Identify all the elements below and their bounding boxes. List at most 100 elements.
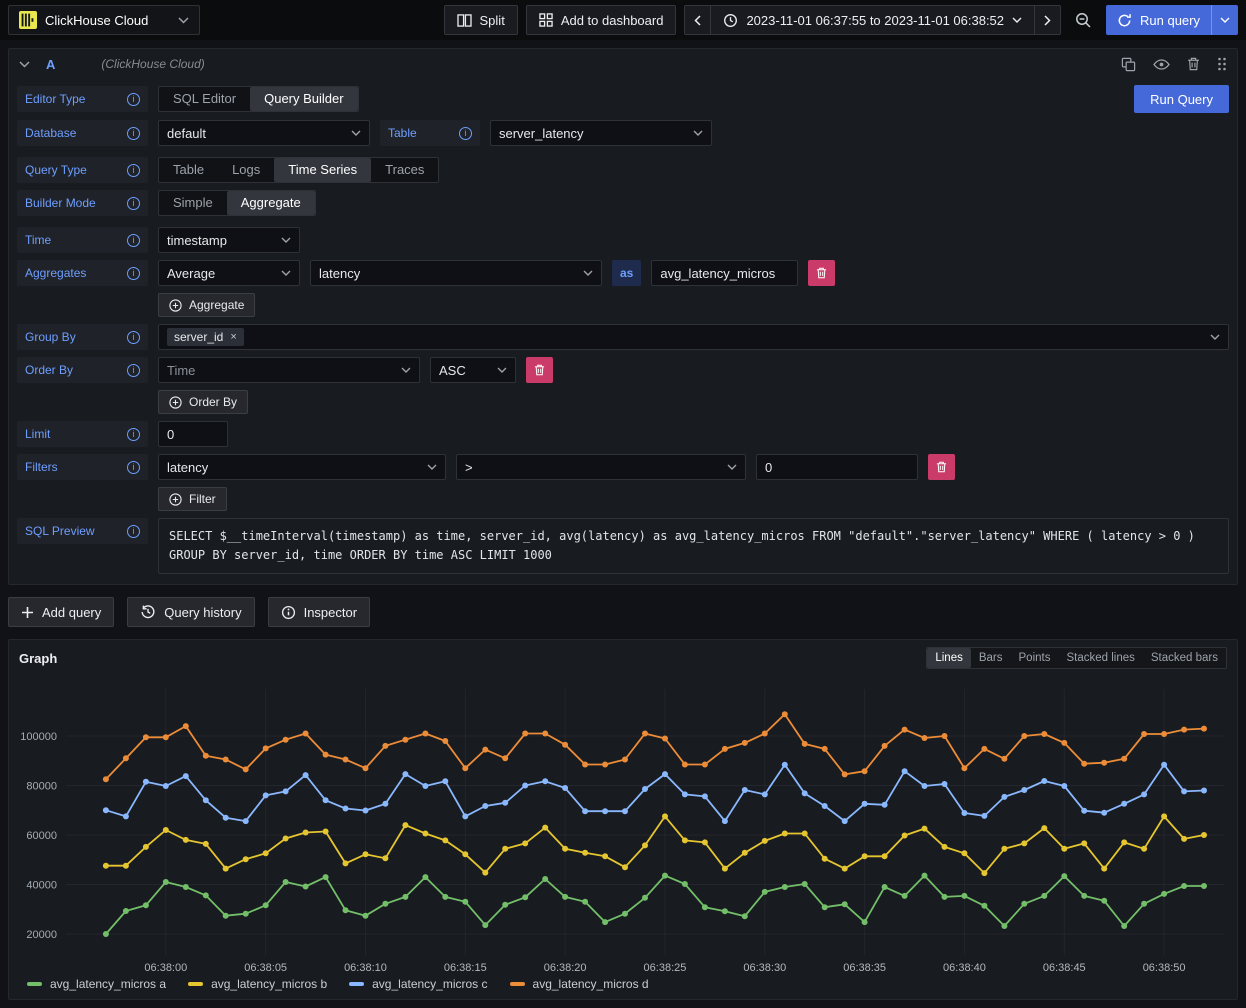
explore-actions: Add query Query history Inspector <box>8 597 1238 627</box>
time-column-select[interactable]: timestamp <box>158 227 300 253</box>
aggregate-alias-input[interactable]: avg_latency_micros <box>651 260 798 286</box>
add-query-button[interactable]: Add query <box>8 597 114 627</box>
graph-style-switch-option-points[interactable]: Points <box>1011 648 1059 668</box>
query-type-switch-option-table[interactable]: Table <box>159 158 218 182</box>
split-button[interactable]: Split <box>444 5 518 35</box>
drag-handle-icon[interactable] <box>1217 57 1227 71</box>
row-order-by: Order By Time ASC <box>17 357 1229 383</box>
editor-type-switch-option-sql-editor[interactable]: SQL Editor <box>159 87 250 111</box>
data-point <box>263 746 269 752</box>
database-select[interactable]: default <box>158 120 370 146</box>
data-point <box>123 908 129 914</box>
remove-filter-button[interactable] <box>928 454 955 480</box>
builder-mode-switch-option-aggregate[interactable]: Aggregate <box>227 191 315 215</box>
data-point <box>143 844 149 850</box>
data-point <box>223 757 229 763</box>
filter-operator-select[interactable]: > <box>456 454 746 480</box>
data-point <box>522 895 528 901</box>
order-by-direction-select[interactable]: ASC <box>430 357 516 383</box>
add-filter-button[interactable]: Filter <box>158 487 227 511</box>
run-query-button[interactable]: Run query <box>1106 5 1211 35</box>
data-point <box>822 856 828 862</box>
chevron-down-icon <box>727 464 737 470</box>
data-point <box>562 894 568 900</box>
time-range-forward-button[interactable] <box>1034 5 1061 35</box>
query-type-switch-option-logs[interactable]: Logs <box>218 158 274 182</box>
chevron-down-icon <box>427 464 437 470</box>
data-point <box>323 874 329 880</box>
data-point <box>1061 846 1067 852</box>
data-point <box>382 901 388 907</box>
aggregate-column-select[interactable]: latency <box>310 260 602 286</box>
graph-style-switch-option-stacked-bars[interactable]: Stacked bars <box>1143 648 1226 668</box>
datasource-picker[interactable]: ClickHouse Cloud <box>8 5 200 35</box>
data-point <box>103 777 109 783</box>
editor-type-switch-option-query-builder[interactable]: Query Builder <box>250 87 357 111</box>
group-by-tag: server_id <box>167 328 244 346</box>
graph-style-switch-option-stacked-lines[interactable]: Stacked lines <box>1058 648 1142 668</box>
remove-tag-icon[interactable] <box>230 331 236 343</box>
order-by-field-select[interactable]: Time <box>158 357 420 383</box>
data-point <box>402 894 408 900</box>
graph-style-switch-option-bars[interactable]: Bars <box>971 648 1011 668</box>
row-limit: Limit 0 <box>17 421 1229 447</box>
time-range-back-button[interactable] <box>684 5 711 35</box>
x-tick-label: 06:38:50 <box>1143 962 1186 974</box>
add-aggregate-button[interactable]: Aggregate <box>158 293 255 317</box>
add-order-by-button[interactable]: Order By <box>158 390 248 414</box>
remove-aggregate-button[interactable] <box>808 260 835 286</box>
query-type-switch-option-traces[interactable]: Traces <box>371 158 438 182</box>
data-point <box>882 854 888 860</box>
graph-style-switch-option-lines[interactable]: Lines <box>927 648 971 668</box>
filter-column-select[interactable]: latency <box>158 454 446 480</box>
data-point <box>1161 814 1167 820</box>
data-point <box>223 913 229 919</box>
legend-item-avg-latency-micros-a[interactable]: avg_latency_micros a <box>27 977 166 991</box>
builder-mode-switch-option-simple[interactable]: Simple <box>159 191 227 215</box>
x-tick-label: 06:38:10 <box>344 962 387 974</box>
filter-value-input[interactable]: 0 <box>756 454 918 480</box>
zoom-out-button[interactable] <box>1069 5 1098 35</box>
time-range-picker[interactable]: 2023-11-01 06:37:55 to 2023-11-01 06:38:… <box>710 5 1035 35</box>
data-point <box>822 905 828 911</box>
remove-order-by-button[interactable] <box>526 357 553 383</box>
group-by-multiselect[interactable]: server_id <box>158 324 1229 350</box>
collapse-chevron-icon[interactable] <box>19 61 30 68</box>
as-chip: as <box>612 260 641 286</box>
limit-input[interactable]: 0 <box>158 421 228 447</box>
data-point <box>103 808 109 814</box>
add-to-dashboard-button[interactable]: Add to dashboard <box>526 5 677 35</box>
y-tick-label: 20000 <box>26 929 57 941</box>
data-point <box>662 736 668 742</box>
aggregate-function-select[interactable]: Average <box>158 260 300 286</box>
run-query-options-button[interactable] <box>1211 5 1238 35</box>
clock-icon <box>723 13 738 28</box>
info-circle-icon <box>281 605 296 620</box>
data-point <box>782 884 788 890</box>
legend-item-avg-latency-micros-d[interactable]: avg_latency_micros d <box>510 977 649 991</box>
run-query-button-editor[interactable]: Run Query <box>1134 85 1229 113</box>
time-series-chart[interactable]: 2000040000600008000010000006:38:0006:38:… <box>9 673 1237 975</box>
data-point <box>343 757 349 763</box>
query-type-switch-option-time-series[interactable]: Time Series <box>274 158 371 182</box>
data-point <box>402 822 408 828</box>
legend-item-avg-latency-micros-b[interactable]: avg_latency_micros b <box>188 977 327 991</box>
legend-item-avg-latency-micros-c[interactable]: avg_latency_micros c <box>349 977 487 991</box>
data-point <box>323 829 329 835</box>
split-icon <box>457 14 472 27</box>
data-point <box>762 731 768 737</box>
data-point <box>243 818 249 824</box>
data-point <box>343 861 349 867</box>
data-point <box>662 771 668 777</box>
remove-query-trash-icon[interactable] <box>1187 57 1200 71</box>
table-select[interactable]: server_latency <box>490 120 712 146</box>
data-point <box>283 737 289 743</box>
data-point <box>782 712 788 718</box>
hide-response-eye-icon[interactable] <box>1153 59 1170 70</box>
data-point <box>902 893 908 899</box>
duplicate-query-icon[interactable] <box>1121 57 1136 72</box>
inspector-button[interactable]: Inspector <box>268 597 370 627</box>
time-picker-group: 2023-11-01 06:37:55 to 2023-11-01 06:38:… <box>684 5 1061 35</box>
query-history-button[interactable]: Query history <box>127 597 254 627</box>
data-point <box>702 840 708 846</box>
